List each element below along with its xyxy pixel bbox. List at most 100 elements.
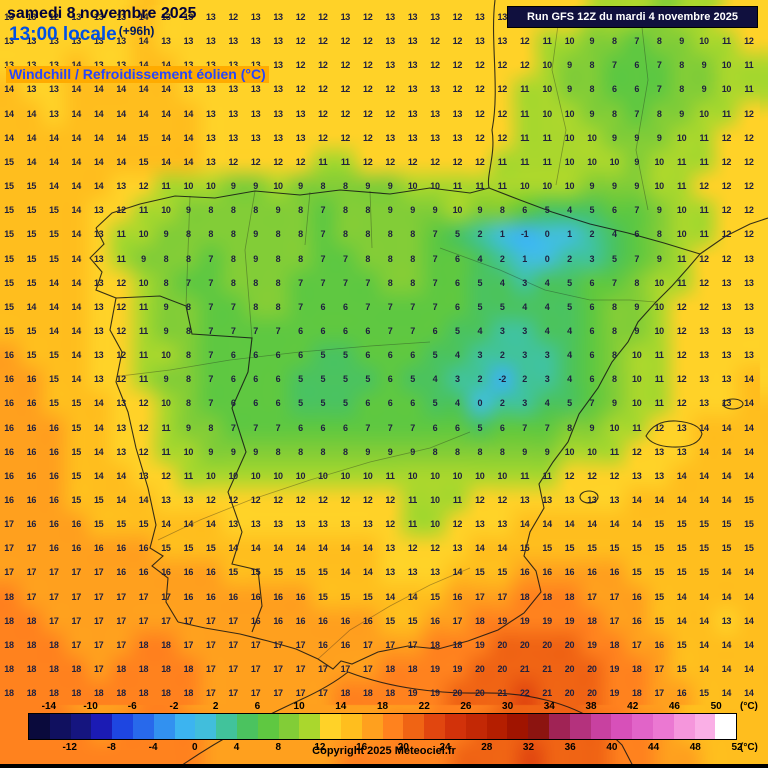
scale-color-cell <box>652 714 674 739</box>
temp-value: 10 <box>228 470 238 481</box>
temp-value: 15 <box>183 543 194 554</box>
temp-value: 4 <box>477 325 483 336</box>
temp-value: 13 <box>93 350 104 361</box>
temp-value: 11 <box>699 229 709 240</box>
temp-value: 14 <box>49 132 59 143</box>
temp-value: 16 <box>49 543 59 554</box>
temp-value: 8 <box>342 229 348 240</box>
temp-value: 10 <box>250 470 261 481</box>
temp-value: 17 <box>26 591 37 602</box>
scale-color-cell <box>632 714 653 739</box>
temp-value: 16 <box>26 446 37 457</box>
temp-value: 14 <box>71 325 82 336</box>
temp-value: 12 <box>49 12 59 22</box>
temp-value: 14 <box>161 156 171 167</box>
temp-value: 7 <box>365 277 371 288</box>
temp-value: 9 <box>634 181 640 192</box>
temp-value: 14 <box>183 108 194 119</box>
temp-value: 6 <box>611 205 617 216</box>
ibiza-island <box>579 490 599 504</box>
temp-value: 15 <box>26 253 37 264</box>
temp-value: 7 <box>230 422 236 433</box>
temp-value: 2 <box>522 374 528 385</box>
temp-value: 4 <box>567 350 572 361</box>
temp-value: 16 <box>138 567 149 578</box>
temp-value: 8 <box>298 205 303 216</box>
temp-value: 15 <box>93 495 104 505</box>
temp-value: 7 <box>544 422 550 433</box>
temp-value: 7 <box>320 253 326 264</box>
temp-value: 12 <box>250 156 261 167</box>
temp-value: 14 <box>699 446 709 457</box>
temp-value: 8 <box>611 374 617 385</box>
temp-value: 17 <box>452 615 463 626</box>
temp-value: 13 <box>250 519 261 530</box>
temp-value: 16 <box>632 615 642 626</box>
temp-value: 15 <box>4 205 14 216</box>
temp-value: 19 <box>452 664 463 675</box>
temp-value: 12 <box>318 84 328 95</box>
temp-value: 17 <box>318 664 328 675</box>
temp-value: 3 <box>522 350 528 361</box>
temp-value: 11 <box>654 398 664 409</box>
temp-value: 16 <box>116 567 126 578</box>
temp-value: 15 <box>497 567 508 578</box>
basque-border <box>369 190 373 249</box>
temp-value: 17 <box>116 615 126 626</box>
temp-value: 17 <box>116 591 126 602</box>
temp-value: 12 <box>116 350 126 361</box>
temp-value: 13 <box>116 398 126 409</box>
temp-value: 10 <box>676 205 687 216</box>
temp-value: 11 <box>452 181 462 192</box>
variable-label: Windchill / Refroidissement éolien (°C) <box>6 66 269 83</box>
temp-value: 11 <box>677 277 687 288</box>
temp-value: 8 <box>567 422 572 433</box>
temp-value: 16 <box>71 519 82 530</box>
scale-color-cell <box>278 714 300 739</box>
temp-value: 7 <box>342 253 348 264</box>
temp-value: 0 <box>477 398 483 409</box>
temp-value: 7 <box>634 36 640 47</box>
temp-value: 14 <box>744 591 754 602</box>
temp-value: 14 <box>49 181 59 192</box>
temp-value: 18 <box>452 639 463 650</box>
temp-value: 13 <box>49 36 59 47</box>
temp-value: 6 <box>589 374 595 385</box>
temp-value: 8 <box>387 253 393 264</box>
temp-value: 18 <box>26 688 37 699</box>
temp-value: 14 <box>71 253 82 264</box>
temp-value: 12 <box>363 12 373 22</box>
temp-value: 16 <box>587 567 597 578</box>
temp-value: 14 <box>116 132 126 143</box>
temp-value: 8 <box>298 253 303 264</box>
temp-value: 9 <box>634 301 640 312</box>
temp-value: 12 <box>228 156 238 167</box>
temp-value: 15 <box>654 543 664 554</box>
temp-value: 18 <box>475 615 485 626</box>
temp-value: 8 <box>455 446 460 457</box>
temp-value: 7 <box>611 60 617 71</box>
south-spain-coast <box>177 253 701 670</box>
temp-value: 9 <box>679 36 684 47</box>
temp-value: 10 <box>295 470 306 481</box>
temp-value: 4 <box>432 374 438 385</box>
temp-value: 17 <box>116 639 126 650</box>
temp-value: 12 <box>340 108 351 119</box>
temp-value: 6 <box>320 422 326 433</box>
temp-value: 11 <box>542 156 552 167</box>
unit-label-bottom: (°C) <box>740 742 758 753</box>
temp-value: 13 <box>676 422 687 433</box>
temp-value: 10 <box>564 446 575 457</box>
temp-value: 16 <box>26 398 37 409</box>
temp-value: 13 <box>632 470 642 481</box>
temp-value: 16 <box>26 470 37 481</box>
temp-value: 18 <box>183 688 194 699</box>
temp-value: 8 <box>342 205 348 216</box>
temp-value: 15 <box>4 156 14 167</box>
scale-label: 12 <box>314 742 326 753</box>
temp-value: 10 <box>206 470 216 481</box>
temp-value: 5 <box>365 374 371 385</box>
temp-value: 15 <box>49 350 59 361</box>
temp-value: 10 <box>654 301 664 312</box>
